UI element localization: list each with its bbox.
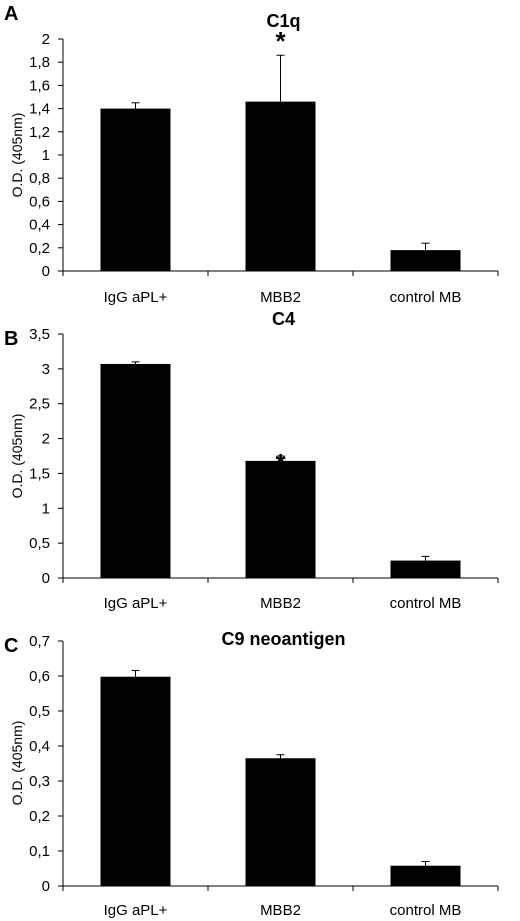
y-tick-label: 0 <box>42 263 50 280</box>
bar-2 <box>245 758 316 886</box>
y-tick-label: 2 <box>42 31 50 48</box>
y-tick-label: 1,4 <box>29 101 50 118</box>
x-tick-label: IgG aPL+ <box>104 289 168 306</box>
bar-3 <box>390 865 461 886</box>
x-tick-label: IgG aPL+ <box>104 902 168 919</box>
y-tick-label: 0,2 <box>29 240 50 257</box>
y-tick-label: 1,5 <box>29 465 50 482</box>
y-tick-label: 1,8 <box>29 54 50 71</box>
bar-2 <box>245 101 316 271</box>
y-tick-label: 2 <box>42 431 50 448</box>
y-axis-label: O.D. (405nm) <box>9 113 25 198</box>
y-tick-label: 3 <box>42 361 50 378</box>
x-tick-label: MBB2 <box>260 289 301 306</box>
significance-marker: * <box>275 26 286 56</box>
y-tick-label: 0,4 <box>29 217 50 234</box>
chart-title: C1q <box>266 11 300 31</box>
x-tick-label: control MB <box>390 289 462 306</box>
y-tick-label: 0,2 <box>29 808 50 825</box>
bar-1 <box>100 676 171 886</box>
significance-marker: * <box>275 768 286 798</box>
y-axis-label: O.D. (405nm) <box>9 414 25 499</box>
y-tick-label: 0,4 <box>29 738 50 755</box>
bar-1 <box>100 108 171 271</box>
bar-2 <box>245 460 316 578</box>
y-tick-label: 1,2 <box>29 124 50 141</box>
chart-panel-a: A C1q O.D. (405nm) 0 0,2 0,4 0,6 0,8 1 1,2 1,4 1,6 1… <box>4 3 499 306</box>
chart-panel-c: C C9 neoantigen O.D. (405nm) 0 0,1 0,2 0,3 0,4 0… <box>4 629 499 919</box>
y-tick-label: 2,5 <box>29 396 50 413</box>
x-tick-label: MBB2 <box>260 595 301 612</box>
y-tick-label: 0,3 <box>29 773 50 790</box>
y-tick-label: 1 <box>42 147 50 164</box>
panel-letter: A <box>4 3 18 25</box>
x-tick-label: IgG aPL+ <box>104 595 168 612</box>
y-tick-label: 0,1 <box>29 843 50 860</box>
y-tick-label: 3,5 <box>29 326 50 343</box>
chart-panel-b: B C4 O.D. (405nm) 0 0,5 1 1,5 2 2,5 3 3,5 IgG aPL+ M… <box>4 309 499 612</box>
y-tick-label: 0,8 <box>29 170 50 187</box>
x-tick-label: MBB2 <box>260 902 301 919</box>
y-tick-label: 1 <box>42 500 50 517</box>
y-tick-label: 0,7 <box>29 633 50 650</box>
bar-1 <box>100 363 171 578</box>
y-tick-label: 0 <box>42 570 50 587</box>
bar-3 <box>390 250 461 271</box>
bar-3 <box>390 560 461 578</box>
y-tick-label: 1,6 <box>29 77 50 94</box>
x-tick-label: control MB <box>390 595 462 612</box>
x-tick-label: control MB <box>390 902 462 919</box>
y-axis-label: O.D. (405nm) <box>9 721 25 806</box>
panel-letter: B <box>4 328 18 350</box>
chart-title: C4 <box>272 309 295 329</box>
significance-marker: * <box>275 448 286 478</box>
y-tick-label: 0,5 <box>29 535 50 552</box>
y-tick-label: 0,5 <box>29 703 50 720</box>
y-tick-label: 0,6 <box>29 668 50 685</box>
y-tick-label: 0,6 <box>29 193 50 210</box>
panel-letter: C <box>4 635 18 657</box>
chart-title: C9 neoantigen <box>221 629 345 649</box>
y-tick-label: 0 <box>42 878 50 895</box>
